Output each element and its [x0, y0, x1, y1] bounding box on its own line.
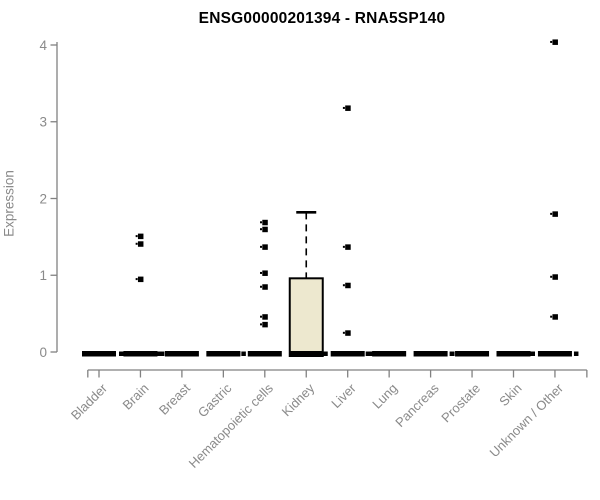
outlier-point — [262, 270, 268, 276]
zero-cluster-bar — [413, 351, 448, 357]
y-tick-label: 3 — [39, 115, 47, 130]
zero-cluster-bar — [247, 351, 282, 357]
outlier-point-nub — [550, 40, 553, 43]
zero-cluster-bar — [123, 351, 158, 357]
outlier-point — [137, 241, 144, 247]
outlier-point — [552, 39, 558, 45]
zero-stray-point — [365, 351, 371, 356]
y-tick-label: 2 — [39, 191, 47, 206]
chart-title: ENSG00000201394 - RNA5SP140 — [198, 10, 446, 27]
outlier-point-nub — [135, 235, 138, 238]
outlier-point-nub — [260, 228, 262, 231]
x-category-label: Liver — [328, 380, 359, 411]
outlier-point-nub — [260, 245, 262, 248]
outlier-point-nub — [135, 278, 138, 281]
box — [288, 277, 324, 358]
zero-stray-point — [450, 351, 455, 356]
y-tick-label: 0 — [39, 345, 47, 360]
outlier-point-nub — [260, 221, 262, 224]
zero-stray-point — [323, 351, 328, 356]
x-category-label: Prostate — [438, 381, 483, 426]
zero-cluster-bar — [289, 351, 324, 357]
x-category-label: Pancreas — [392, 380, 442, 430]
outlier-point-nub — [550, 315, 553, 318]
outlier-point — [137, 276, 144, 283]
outlier-point — [345, 244, 351, 250]
zero-stray-point — [368, 351, 373, 356]
zero-cluster-bar — [330, 351, 365, 357]
outlier-point-nub — [260, 271, 262, 274]
zero-cluster-bar — [164, 351, 199, 357]
outlier-point-nub — [550, 212, 553, 215]
outlier-point — [552, 314, 558, 320]
x-category-label: Brain — [119, 381, 151, 413]
zero-stray-point — [156, 351, 161, 356]
outlier-point-nub — [342, 331, 345, 334]
zero-cluster-bar — [372, 351, 407, 357]
outlier-point — [552, 274, 558, 280]
y-tick-label: 4 — [39, 38, 47, 53]
outlier-point — [262, 321, 268, 328]
zero-stray-point — [573, 351, 579, 356]
zero-stray-point — [530, 351, 535, 356]
outlier-point — [262, 314, 268, 320]
outlier-point-nub — [342, 106, 345, 109]
x-category-label: Breast — [156, 380, 193, 417]
zero-stray-point — [159, 351, 165, 356]
zero-stray-point — [235, 351, 241, 356]
outlier-point-nub — [135, 242, 138, 245]
outlier-point — [345, 330, 351, 336]
x-category-label: Unknown / Other — [486, 380, 566, 460]
y-tick-label: 1 — [39, 268, 47, 283]
zero-cluster-bar — [455, 351, 490, 357]
outlier-point-nub — [342, 245, 345, 248]
x-category-label: Gastric — [195, 380, 235, 420]
outlier-point-nub — [550, 275, 553, 278]
outlier-point — [345, 282, 351, 289]
outlier-point — [262, 219, 268, 226]
zero-cluster-bar — [496, 351, 531, 357]
zero-stray-point — [241, 351, 246, 356]
outlier-point-nub — [260, 285, 262, 288]
outlier-point — [262, 226, 268, 233]
outlier-point — [262, 284, 268, 290]
x-category-label: Kidney — [279, 380, 318, 419]
zero-cluster-bar — [537, 351, 572, 357]
zero-stray-point — [119, 351, 124, 356]
zero-cluster-bar — [206, 351, 241, 357]
x-category-label: Lung — [369, 381, 400, 412]
outlier-point — [262, 244, 268, 250]
outlier-point-nub — [260, 315, 262, 318]
outlier-point — [345, 105, 351, 111]
zero-cluster-bar — [82, 351, 116, 357]
x-category-label: Skin — [496, 381, 524, 409]
x-category-label: Bladder — [68, 380, 111, 423]
outlier-point — [137, 233, 144, 240]
outlier-point-nub — [342, 284, 345, 287]
outlier-point — [552, 211, 558, 217]
outlier-point-nub — [260, 323, 262, 326]
